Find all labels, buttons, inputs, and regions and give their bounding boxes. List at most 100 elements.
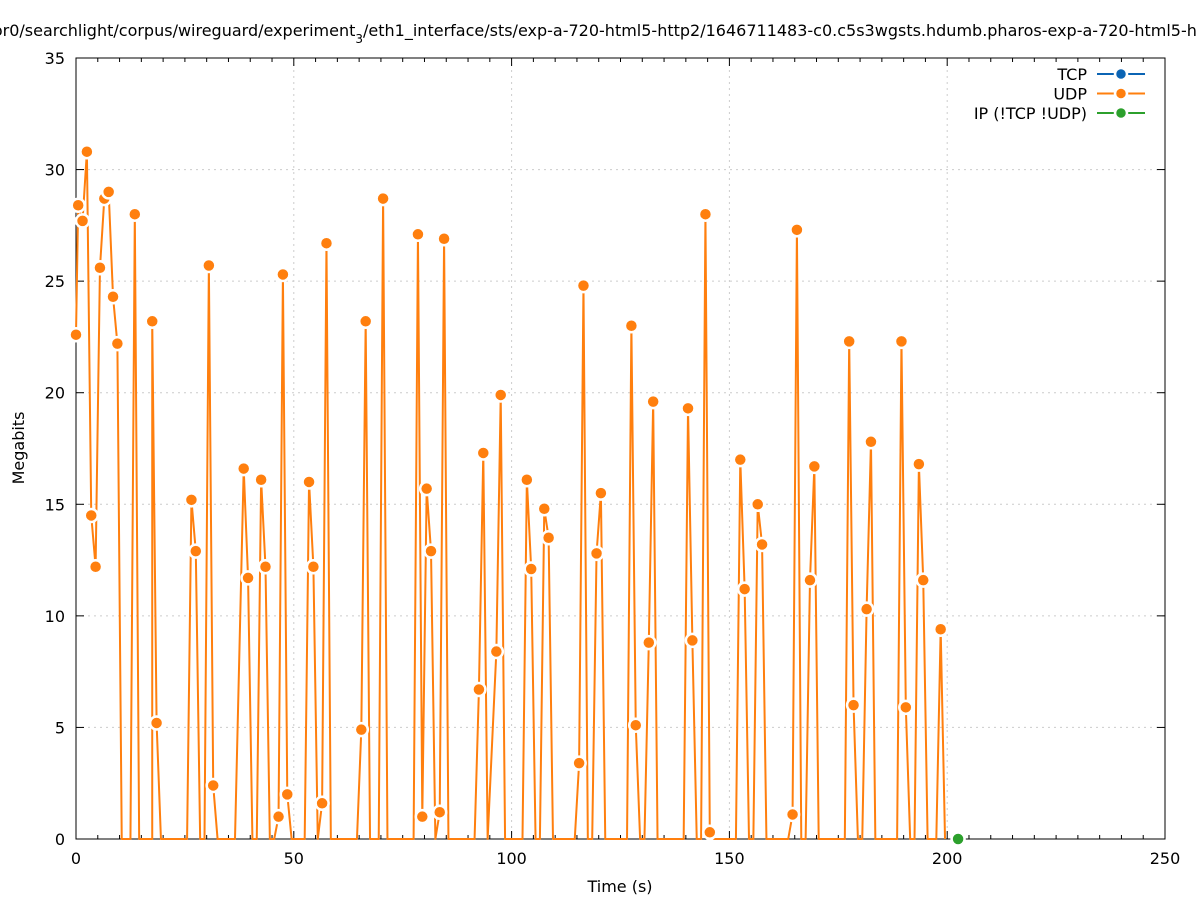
data-point <box>915 572 931 588</box>
data-point <box>858 601 875 617</box>
data-point <box>932 621 949 637</box>
data-point <box>702 824 718 841</box>
data-point <box>423 543 439 559</box>
data-point <box>732 451 749 468</box>
series-ip-tcp-udp <box>950 831 966 847</box>
data-point <box>789 222 805 238</box>
data-point <box>684 632 701 649</box>
data-point <box>240 570 256 586</box>
data-point <box>414 808 431 825</box>
data-point <box>893 333 910 350</box>
data-point <box>863 434 879 450</box>
data-point <box>475 445 492 461</box>
data-point <box>845 697 862 713</box>
data-point <box>301 474 317 490</box>
data-point <box>79 143 95 160</box>
axis-ticks <box>75 57 1166 840</box>
data-point <box>571 755 587 771</box>
data-point <box>83 507 99 524</box>
x-tick-label: 100 <box>496 849 527 868</box>
legend-label: TCP <box>1056 65 1087 84</box>
data-point <box>697 206 714 222</box>
data-point <box>519 471 535 488</box>
y-tick-label: 15 <box>45 495 65 514</box>
data-point <box>353 721 370 738</box>
data-point <box>749 496 766 513</box>
data-point <box>318 235 335 251</box>
data-point <box>127 206 143 222</box>
data-point <box>270 808 287 825</box>
chart-title: or0/searchlight/corpus/wireguard/experim… <box>0 21 1197 46</box>
data-point <box>754 536 770 553</box>
data-point <box>436 230 452 247</box>
data-point <box>540 530 557 546</box>
y-tick-label: 25 <box>45 272 65 291</box>
data-point <box>144 313 160 330</box>
y-axis-label: Megabits <box>9 412 28 485</box>
y-tick-labels: 0 5 10 15 20 25 30 35 <box>45 49 65 849</box>
series-udp <box>68 143 949 841</box>
data-point <box>784 806 801 823</box>
data-point <box>627 717 644 733</box>
data-point <box>645 393 661 410</box>
data-point <box>575 277 592 294</box>
y-tick-label: 20 <box>45 384 65 403</box>
data-point <box>205 777 221 794</box>
x-axis-label: Time (s) <box>586 877 652 896</box>
data-point <box>410 226 426 243</box>
y-tick-label: 0 <box>55 830 65 849</box>
data-point <box>488 643 505 660</box>
y-tick-label: 35 <box>45 49 65 68</box>
legend-marker <box>1113 66 1129 82</box>
data-point <box>641 634 657 651</box>
data-point <box>87 559 104 575</box>
data-point <box>314 795 330 812</box>
data-point <box>588 545 605 562</box>
data-point <box>235 460 252 477</box>
data-point <box>898 699 914 716</box>
x-tick-label: 0 <box>71 849 81 868</box>
data-point <box>950 831 966 847</box>
data-point <box>911 456 927 472</box>
data-point <box>736 581 753 597</box>
plot-frame <box>75 57 1166 840</box>
data-point <box>806 458 823 475</box>
data-point <box>68 326 84 343</box>
legend-label: IP (!TCP !UDP) <box>974 104 1087 123</box>
legend-marker <box>1113 105 1129 121</box>
y-tick-label: 10 <box>45 607 65 626</box>
legend-marker <box>1113 86 1129 101</box>
x-tick-label: 150 <box>714 849 745 868</box>
x-tick-label: 200 <box>932 849 963 868</box>
series-line <box>75 150 947 840</box>
data-point <box>492 387 509 403</box>
data-point <box>74 213 91 229</box>
data-point <box>253 471 269 488</box>
data-point <box>183 492 200 508</box>
data-point <box>471 681 487 698</box>
data-point <box>357 313 374 330</box>
data-point <box>279 786 296 803</box>
data-point <box>375 190 391 207</box>
data-point <box>680 400 696 417</box>
data-point <box>593 485 609 501</box>
data-point <box>70 197 86 214</box>
data-point <box>201 257 217 274</box>
x-tick-label: 250 <box>1150 849 1181 868</box>
data-point <box>623 318 640 334</box>
x-tick-labels: 0 50 100 150 200 250 <box>71 849 1180 868</box>
data-point <box>275 266 291 283</box>
data-point <box>148 715 165 731</box>
data-point <box>802 572 818 588</box>
data-point <box>418 480 435 497</box>
data-point <box>523 561 539 577</box>
legend-label: UDP <box>1053 85 1087 104</box>
data-point <box>100 184 117 200</box>
x-tick-label: 50 <box>284 849 304 868</box>
grid <box>76 58 1165 839</box>
data-point <box>841 333 857 350</box>
data-point <box>188 543 204 559</box>
series-layer <box>68 143 966 847</box>
